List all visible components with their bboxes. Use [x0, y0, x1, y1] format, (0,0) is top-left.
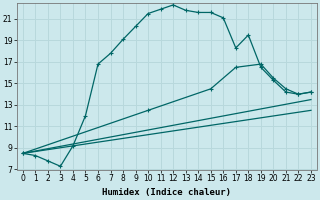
- X-axis label: Humidex (Indice chaleur): Humidex (Indice chaleur): [102, 188, 231, 197]
